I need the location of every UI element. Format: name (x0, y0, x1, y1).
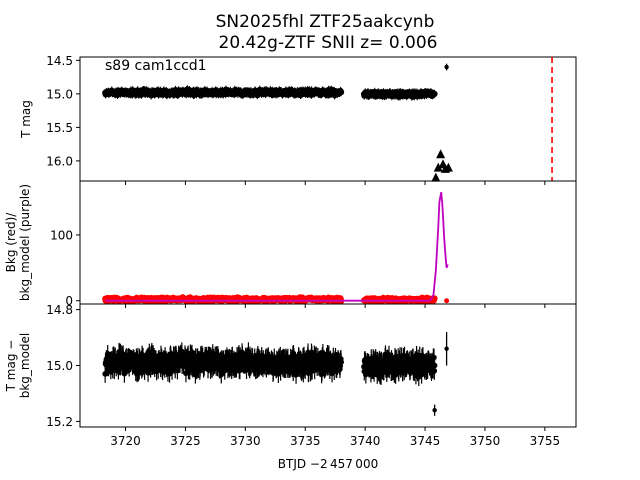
x-tick-label: 3730 (230, 434, 261, 448)
y-axis-label: T mag −bkg_model (4, 333, 32, 399)
figure-title-line1: SN2025fhl ZTF25aakcynb (216, 12, 435, 32)
panel-frame (79, 56, 577, 182)
upper-limit-marker (436, 149, 446, 159)
upper-limit-marker (433, 162, 443, 172)
panel-bottom: 14.8 15.0 15.2 3720 3725 3730 3735 3740 3745 3750… (4, 303, 577, 448)
y-tick-label: 15.0 (46, 359, 73, 373)
x-tick-label: 3720 (110, 434, 141, 448)
y-tick-label: 14.5 (46, 54, 73, 68)
y-tick-label: 0 (65, 294, 73, 308)
y-tick-label: 15.0 (46, 87, 73, 101)
x-tick-label: 3735 (290, 434, 321, 448)
y-tick-label: 14.8 (46, 303, 73, 317)
x-axis-label: BTJD −2 457 000 (278, 457, 378, 471)
y-tick-label: 15.5 (46, 121, 73, 135)
x-tick-label: 3725 (170, 434, 201, 448)
bkg-points (102, 294, 438, 305)
data-point (338, 359, 344, 365)
y-axis-label: Bkg (red)/bkg_model (purple) (4, 184, 32, 301)
bkg-point (444, 298, 450, 304)
data-point (338, 89, 345, 96)
detection-point (444, 64, 449, 70)
outlier-point (432, 408, 437, 413)
y-tick-label: 15.2 (46, 415, 73, 429)
bottom-data-points (102, 342, 438, 387)
top-data-points (102, 85, 438, 101)
data-point (431, 90, 438, 97)
upper-limit-marker (431, 172, 441, 182)
panel-frame (79, 180, 577, 305)
x-tick-label: 3745 (410, 434, 441, 448)
annotation-label: s89 cam1ccd1 (105, 58, 207, 74)
bkg-model-line (105, 192, 449, 302)
data-point (431, 362, 438, 369)
panel-top: 14.5 15.0 15.5 16.0 T mag (19, 54, 577, 185)
y-axis-label: T mag (19, 100, 33, 139)
panel-middle: 0 100 Bkg (red)/bkg_model (purple) (4, 180, 577, 308)
data-point (431, 354, 437, 361)
x-tick-label: 3740 (350, 434, 381, 448)
figure-title-line2: 20.42g-ZTF SNII z= 0.006 (219, 33, 438, 53)
x-tick-label: 3750 (470, 434, 501, 448)
x-tick-label: 3755 (530, 434, 561, 448)
upper-limit-marker (443, 162, 453, 172)
detection-point (444, 346, 449, 351)
y-tick-label: 100 (50, 228, 73, 242)
y-tick-label: 16.0 (46, 154, 73, 168)
